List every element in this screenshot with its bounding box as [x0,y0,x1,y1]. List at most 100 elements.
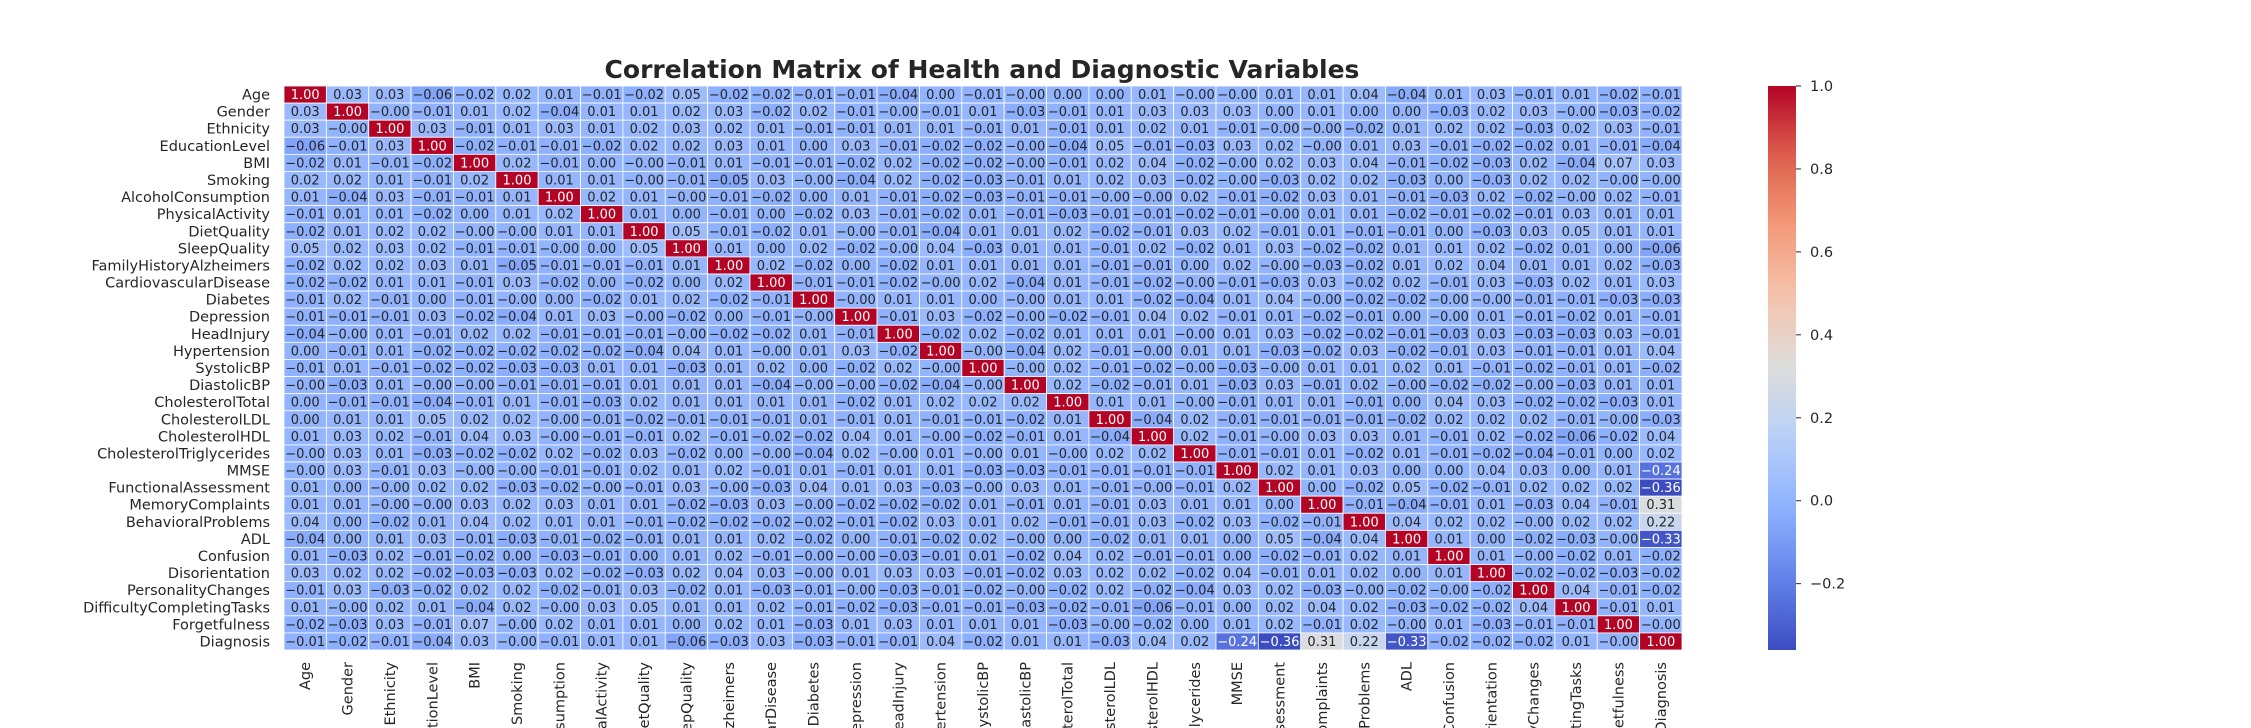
heatmap-cell-label: −0.01 [836,635,876,650]
heatmap-cell-label: 1.00 [1350,515,1379,530]
heatmap-cell-label: −0.02 [1429,601,1469,616]
heatmap-cell-label: 0.05 [1096,139,1125,154]
heatmap-cell-label: −0.02 [1302,310,1342,325]
heatmap-cell-label: 0.01 [630,498,659,513]
heatmap-cell-label: −0.03 [412,447,452,462]
heatmap-cell-label: 0.01 [1307,567,1336,582]
heatmap-cell-label: −0.03 [963,174,1003,189]
heatmap-cell-label: 0.01 [1011,635,1040,650]
heatmap-cell-label: −0.01 [1090,344,1130,359]
heatmap-cell-label: 0.01 [926,464,955,479]
heatmap-cell-label: −0.03 [1471,174,1511,189]
heatmap-cell-label: −0.01 [667,413,707,428]
heatmap-cell-label: 0.01 [1307,88,1336,103]
heatmap-cell-label: 0.01 [1307,225,1336,240]
heatmap-cell-label: 0.02 [503,601,532,616]
heatmap-cell-label: 0.01 [1350,362,1379,377]
heatmap-cell-label: 0.01 [884,396,913,411]
heatmap-cell-label: −0.01 [1090,310,1130,325]
y-tick-label: Smoking [207,173,270,189]
heatmap-cell-label: 0.01 [884,293,913,308]
heatmap-cell-label: −0.02 [1514,532,1554,547]
heatmap-cell-label: −0.06 [285,139,325,154]
heatmap-cell-label: 0.01 [418,276,447,291]
heatmap-cell-label: 0.01 [1223,242,1252,257]
heatmap-cell-label: −0.03 [709,498,749,513]
heatmap-cell-label: −0.04 [624,344,664,359]
x-tick-label: ystolicBP [976,662,992,728]
heatmap-cell-label: 0.01 [1053,242,1082,257]
heatmap-cell-label: −0.36 [1260,635,1300,650]
heatmap-cell-label: −0.03 [751,584,791,599]
heatmap-cell-label: 0.02 [1562,481,1591,496]
heatmap-cell-label: 0.02 [1265,139,1294,154]
heatmap-cell-label: 0.01 [333,362,362,377]
heatmap-cell-label: 0.03 [1053,567,1082,582]
heatmap-cell-label: −0.00 [1048,447,1088,462]
heatmap-cell-label: 0.01 [1265,88,1294,103]
heatmap-cell-label: 0.01 [630,635,659,650]
heatmap-cell-label: 0.03 [841,208,870,223]
heatmap-cell-label: −0.03 [328,618,368,633]
heatmap-cell-label: −0.01 [709,430,749,445]
heatmap-cell-label: −0.01 [1302,515,1342,530]
heatmap-cell-label: −0.01 [1133,464,1173,479]
heatmap-cell-label: 0.01 [587,362,616,377]
heatmap-cell-label: 0.03 [926,567,955,582]
heatmap-cell-label: −0.02 [1556,567,1596,582]
heatmap-cell-label: 0.01 [375,379,404,394]
heatmap-cell-label: 0.01 [672,532,701,547]
heatmap-cell-label: 0.02 [1562,174,1591,189]
heatmap-cell-label: −0.01 [751,156,791,171]
heatmap-cell-label: 0.02 [714,618,743,633]
heatmap-cell-label: −0.01 [1005,191,1045,206]
heatmap-cell-label: −0.01 [539,327,579,342]
heatmap-cell-label: 0.01 [333,208,362,223]
heatmap-cell-label: −0.01 [1514,310,1554,325]
heatmap-cell-label: −0.02 [794,532,834,547]
y-tick-label: Forgetfulness [172,617,270,633]
y-tick-label: Diabetes [206,293,270,309]
heatmap-cell-label: 0.01 [926,122,955,137]
heatmap-cell-label: −0.01 [836,88,876,103]
heatmap-cell-label: −0.01 [370,156,410,171]
heatmap-cell-label: −0.02 [667,310,707,325]
heatmap-cell-label: −0.01 [836,122,876,137]
heatmap-cell-label: 0.03 [1477,327,1506,342]
heatmap-cell-label: 0.03 [1265,379,1294,394]
heatmap-cell-label: 0.01 [926,447,955,462]
y-tick-label: FunctionalAssessment [108,481,270,497]
heatmap-cell-label: −0.00 [455,379,495,394]
heatmap-cell-label: 0.04 [799,481,828,496]
heatmap-cell-label: −0.02 [963,139,1003,154]
heatmap-cell-label: −0.00 [1641,174,1681,189]
heatmap-cell-label: −0.02 [624,413,664,428]
heatmap-cell-label: −0.02 [1556,310,1596,325]
heatmap-cell-label: 0.03 [375,191,404,206]
heatmap-cell-label: 0.01 [714,344,743,359]
heatmap-cell-label: −0.01 [1599,601,1639,616]
heatmap-cell-label: −0.01 [624,430,664,445]
heatmap-cell-label: 0.01 [545,225,574,240]
heatmap-cell-label: −0.04 [1302,532,1342,547]
heatmap-cell-label: 0.02 [630,396,659,411]
heatmap-cell-label: −0.01 [455,191,495,206]
heatmap-cell-label: 0.01 [1180,532,1209,547]
heatmap-cell-label: −0.00 [285,464,325,479]
heatmap-cell-label: −0.03 [1217,362,1257,377]
heatmap-cell-label: −0.00 [963,481,1003,496]
heatmap-cell-label: −0.01 [412,191,452,206]
heatmap-cell-label: −0.02 [455,310,495,325]
heatmap-cell-label: −0.02 [582,139,622,154]
heatmap-cell-label: 0.01 [1477,498,1506,513]
heatmap-cell-label: −0.33 [1387,635,1427,650]
heatmap-cell-label: −0.00 [963,447,1003,462]
heatmap-cell-label: −0.03 [1556,532,1596,547]
heatmap-cell-label: 0.02 [1053,379,1082,394]
heatmap-cell-label: −0.03 [878,550,918,565]
heatmap-cell-label: 0.01 [757,139,786,154]
heatmap-cell-label: −0.02 [878,379,918,394]
heatmap-cell-label: −0.01 [1217,276,1257,291]
heatmap-cell-label: 0.07 [1604,156,1633,171]
heatmap-cell-label: 0.01 [1053,430,1082,445]
